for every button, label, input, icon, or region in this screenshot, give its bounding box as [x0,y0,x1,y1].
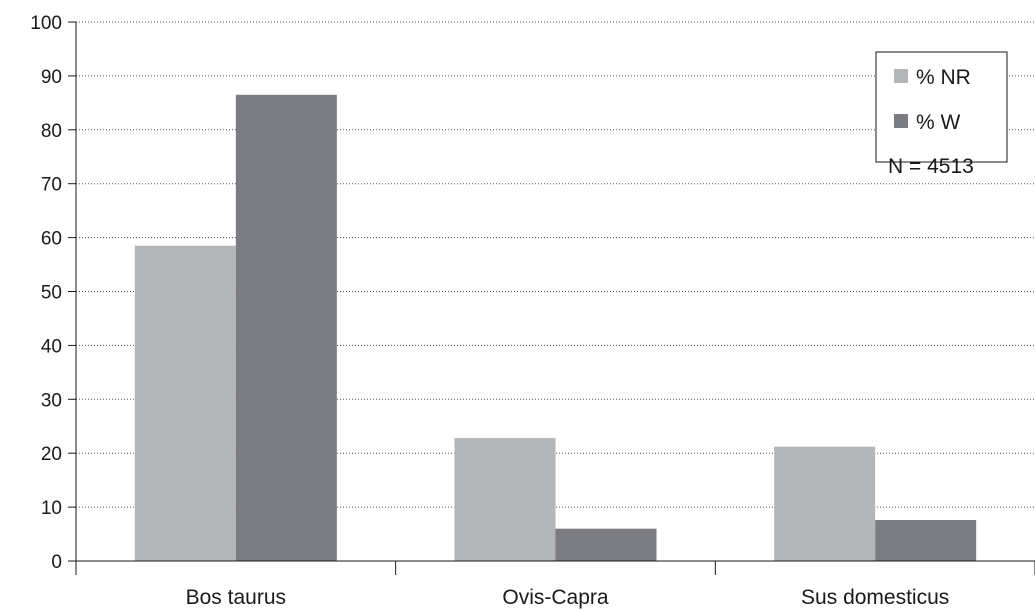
y-tick-label: 50 [41,283,62,304]
y-tick-label: 90 [41,67,62,88]
legend-swatch-w [894,114,908,128]
y-tick-label: 30 [41,390,62,411]
x-category-label: Sus domesticus [801,586,949,609]
x-category-label: Bos taurus [186,586,286,609]
y-tick-label: 60 [41,229,62,250]
bar [774,446,876,561]
sample-size-annotation: N = 4513 [888,155,974,178]
bar [235,94,337,561]
x-axis-categories: Bos taurus Ovis-Capra Sus domesticus [186,586,950,609]
legend-swatch-nr [894,69,908,83]
legend: % NR % W [875,51,1008,163]
y-tick-label: 10 [41,498,62,519]
x-category-label: Ovis-Capra [502,586,609,609]
bar [875,520,977,561]
y-tick-label: 0 [51,552,62,573]
bar [134,245,236,561]
y-tick-label: 40 [41,336,62,357]
bar [555,528,657,561]
y-tick-label: 100 [30,13,62,34]
y-tick-label: 70 [41,175,62,196]
axes [68,21,1035,575]
y-axis-ticks: 0 10 20 30 40 50 60 70 80 90 100 [30,13,62,573]
legend-label-nr: % NR [916,66,971,89]
bars [134,94,977,561]
y-tick-label: 80 [41,121,62,142]
bar [454,438,556,561]
y-tick-label: 20 [41,444,62,465]
legend-label-w: % W [916,111,961,134]
